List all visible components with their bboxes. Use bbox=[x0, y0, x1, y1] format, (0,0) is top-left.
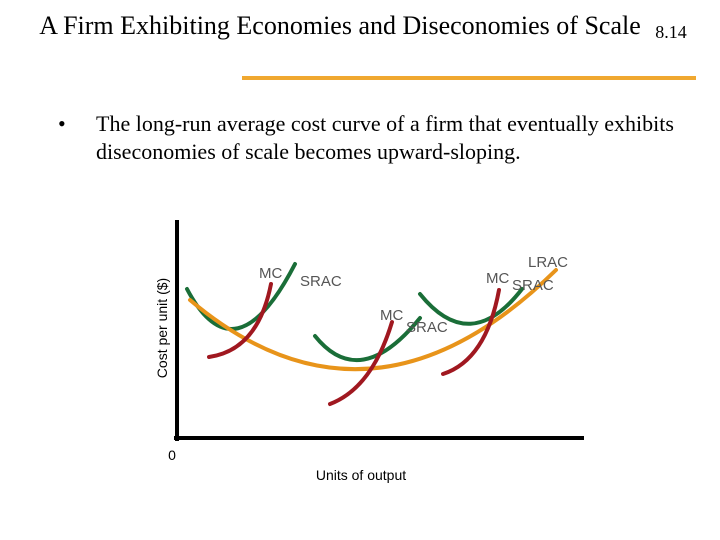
x-axis-label: Units of output bbox=[316, 467, 406, 483]
srac-label-2: SRAC bbox=[406, 319, 448, 336]
mc-curve-3 bbox=[441, 288, 501, 376]
slide-title: A Firm Exhibiting Economies and Disecono… bbox=[39, 11, 641, 40]
origin-label: 0 bbox=[168, 447, 176, 463]
bullet-text: The long-run average cost curve of a fir… bbox=[96, 111, 674, 164]
y-axis-label: Cost per unit ($) bbox=[154, 278, 170, 378]
srac-curve-3 bbox=[418, 287, 524, 326]
srac-curve-2 bbox=[313, 316, 422, 362]
mc-curve-1 bbox=[207, 282, 273, 359]
srac-label-3: SRAC bbox=[512, 277, 554, 294]
mc-label-2: MC bbox=[380, 307, 403, 324]
lrac-label: LRAC bbox=[528, 254, 568, 271]
slide-number: 8.14 bbox=[655, 22, 687, 42]
bullet-marker: • bbox=[58, 111, 66, 136]
mc-curve-2 bbox=[328, 320, 394, 406]
srac-label-1: SRAC bbox=[300, 273, 342, 290]
title-divider bbox=[242, 76, 696, 80]
bullet-item: • The long-run average cost curve of a f… bbox=[58, 110, 678, 166]
mc-label-3: MC bbox=[486, 270, 509, 287]
mc-label-1: MC bbox=[259, 265, 282, 282]
